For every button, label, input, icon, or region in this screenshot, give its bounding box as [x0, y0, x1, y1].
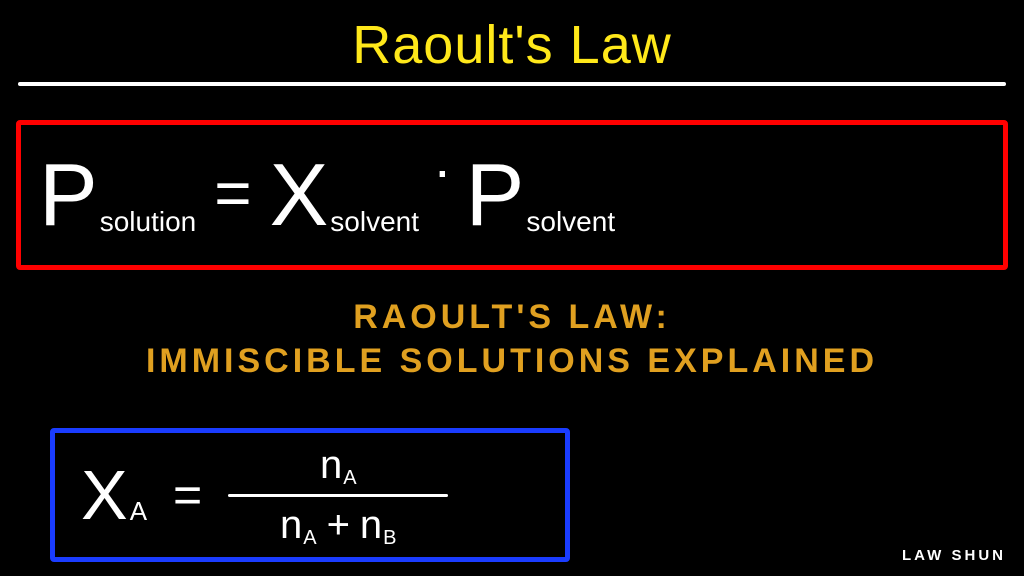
eq2-denominator: n A + n B: [280, 503, 397, 548]
overlay-heading-line2: IMMISCIBLE SOLUTIONS EXPLAINED: [0, 340, 1024, 383]
eq2-den-t1-subscript: A: [303, 527, 316, 550]
page-title: Raoult's Law: [352, 14, 671, 76]
eq2-fraction: n A n A + n B: [228, 443, 448, 548]
eq1-dot: ·: [433, 137, 452, 202]
eq1-r2-symbol: P: [466, 151, 525, 239]
fraction-bar: [228, 494, 448, 497]
equation-1-box: P solution = X solvent · P solvent: [16, 120, 1008, 270]
eq2-equals: =: [173, 466, 202, 524]
eq2-lhs-symbol: X: [81, 460, 128, 530]
eq2-den-t2-subscript: B: [383, 527, 396, 550]
equation-2: X A = n A n A + n B: [55, 443, 448, 548]
watermark: LAW SHUN: [902, 547, 1006, 564]
eq1-lhs-subscript: solution: [100, 206, 197, 238]
eq2-lhs-subscript: A: [130, 496, 147, 527]
eq2-den-t2-symbol: n: [360, 503, 382, 548]
eq1-lhs-symbol: P: [39, 151, 98, 239]
title-underline: [18, 82, 1006, 86]
eq1-equals: =: [214, 156, 251, 230]
eq2-num-subscript: A: [343, 467, 356, 490]
eq2-numerator: n A: [320, 443, 357, 488]
eq1-r1-symbol: X: [270, 151, 329, 239]
overlay-heading-line1: RAOULT'S LAW:: [0, 296, 1024, 339]
equation-1: P solution = X solvent · P solvent: [21, 151, 615, 240]
eq2-den-t1-symbol: n: [280, 503, 302, 548]
equation-2-box: X A = n A n A + n B: [50, 428, 570, 562]
eq1-r2-subscript: solvent: [526, 206, 615, 238]
eq2-num-symbol: n: [320, 443, 342, 488]
eq1-r1-subscript: solvent: [330, 206, 419, 238]
eq2-plus: +: [327, 503, 350, 548]
